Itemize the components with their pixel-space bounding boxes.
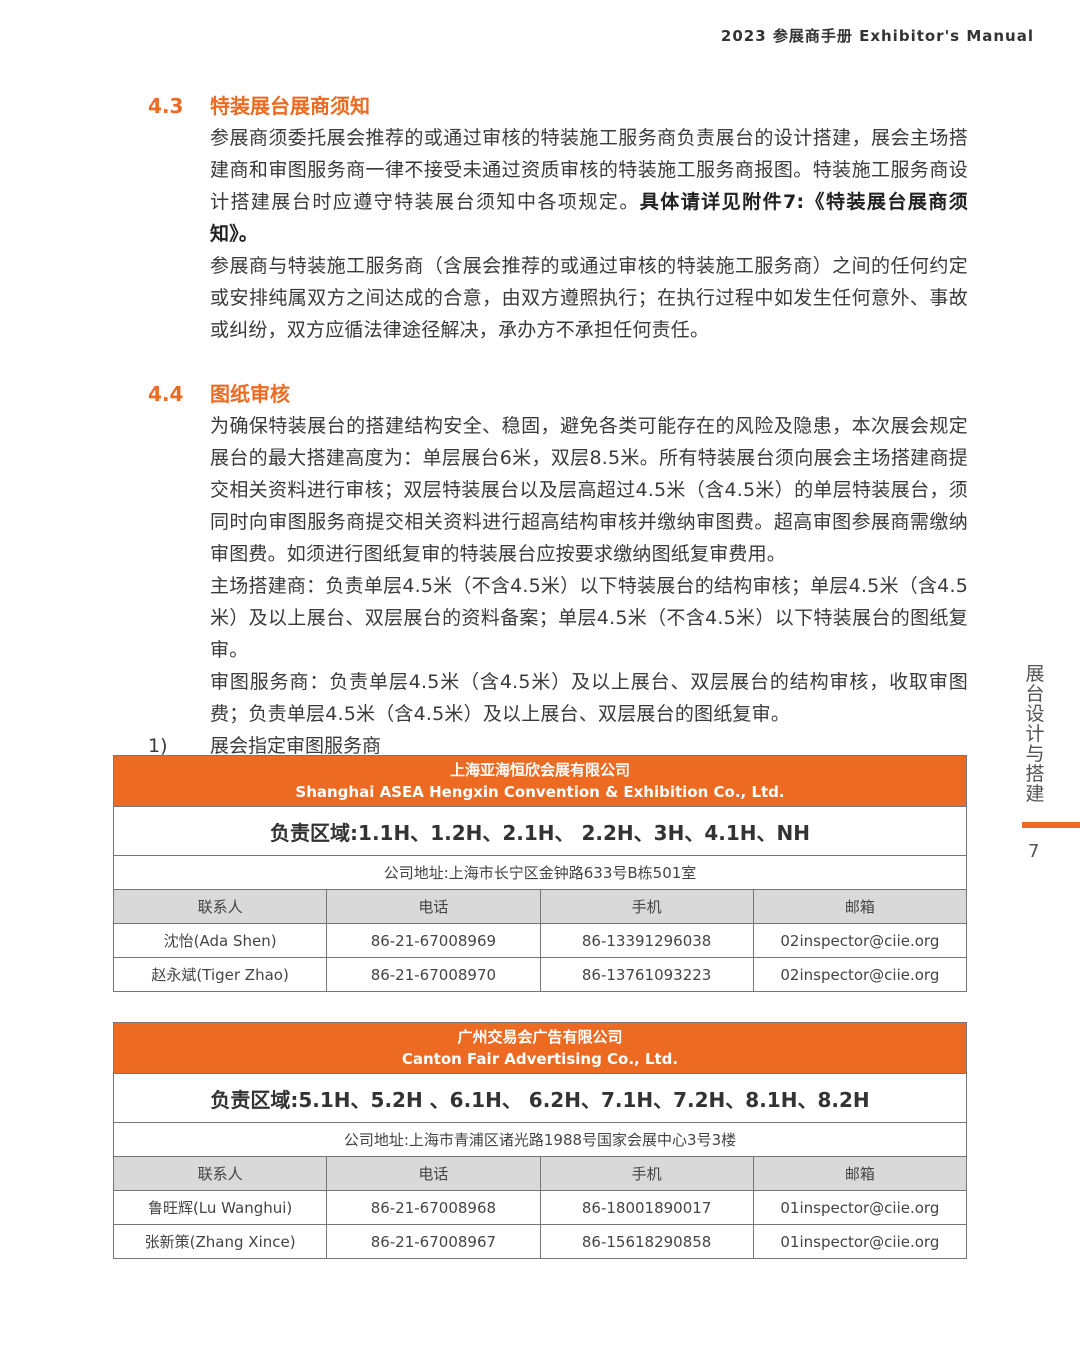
company-address: 公司地址:上海市青浦区诸光路1988号国家会展中心3号3楼 — [113, 1122, 967, 1157]
responsible-zone: 负责区域:5.1H、5.2H 、6.1H、 6.2H、7.1H、7.2H、8.1… — [113, 1073, 967, 1123]
paragraph: 参展商与特装施工服务商（含展会推荐的或通过审核的特装施工服务商）之间的任何约定或… — [210, 255, 968, 341]
table-cell: 86-21-67008968 — [326, 1190, 541, 1225]
section-title: 特装展台展商须知 — [210, 94, 370, 118]
table-cell: 86-13391296038 — [539, 923, 754, 958]
section-number: 4.3 — [148, 94, 184, 118]
company-address: 公司地址:上海市长宁区金钟路633号B栋501室 — [113, 855, 967, 890]
table-cell: 赵永斌(Tiger Zhao) — [112, 957, 328, 992]
paragraph: 审图服务商：负责单层4.5米（含4.5米）及以上展台、双层展台的结构审核，收取审… — [210, 671, 968, 725]
column-header: 邮箱 — [752, 889, 968, 924]
table-cell: 86-13761093223 — [539, 957, 754, 992]
paragraph: 参展商须委托展会推荐的或通过审核的特装施工服务商负责展台的设计搭建，展会主场搭建… — [210, 122, 968, 250]
table-cell: 02inspector@ciie.org — [752, 923, 968, 958]
inspector-table-2: 广州交易会广告有限公司 Canton Fair Advertising Co., … — [112, 1022, 968, 1259]
table-cell: 张新策(Zhang Xince) — [112, 1224, 328, 1259]
table-cell: 01inspector@ciie.org — [752, 1224, 968, 1259]
company-name: 上海亚海恒欣会展有限公司 Shanghai ASEA Hengxin Conven… — [113, 755, 967, 807]
company-name-cn: 广州交易会广告有限公司 — [457, 1028, 623, 1046]
company-name-en: Shanghai ASEA Hengxin Convention & Exhib… — [295, 783, 785, 801]
running-header: 2023 参展商手册 Exhibitor's Manual — [720, 27, 1034, 45]
item-text: 展会指定审图服务商 — [210, 735, 382, 757]
table-cell: 86-21-67008970 — [326, 957, 541, 992]
inspector-table-1: 上海亚海恒欣会展有限公司 Shanghai ASEA Hengxin Conven… — [112, 755, 968, 992]
table-cell: 86-15618290858 — [539, 1224, 754, 1259]
paragraph: 主场搭建商：负责单层4.5米（不含4.5米）以下特装展台的结构审核；单层4.5米… — [210, 575, 968, 661]
column-header: 手机 — [539, 1156, 754, 1191]
column-header: 联系人 — [112, 1156, 328, 1191]
table-cell: 86-18001890017 — [539, 1190, 754, 1225]
item-number: 1) — [148, 735, 168, 757]
company-name-cn: 上海亚海恒欣会展有限公司 — [449, 761, 630, 779]
column-header: 电话 — [326, 1156, 541, 1191]
column-header: 邮箱 — [752, 1156, 968, 1191]
table-cell: 02inspector@ciie.org — [752, 957, 968, 992]
table-row: 赵永斌(Tiger Zhao) 86-21-67008970 86-13761093… — [112, 957, 968, 992]
column-header: 手机 — [539, 889, 754, 924]
page-number: 7 — [1028, 841, 1040, 862]
section-number: 4.4 — [148, 382, 184, 406]
responsible-zone: 负责区域:1.1H、1.2H、2.1H、 2.2H、3H、4.1H、NH — [113, 806, 967, 856]
table-cell: 沈怡(Ada Shen) — [112, 923, 328, 958]
table-row: 沈怡(Ada Shen) 86-21-67008969 86-13391296038… — [112, 923, 968, 958]
table-cell: 01inspector@ciie.org — [752, 1190, 968, 1225]
section-4-3: 4.3 特装展台展商须知 参展商须委托展会推荐的或通过审核的特装施工服务商负责展台… — [148, 90, 968, 346]
bold-reference: 具体请详见附件7:《特装展台展商须知》。 — [210, 191, 968, 245]
company-name-en: Canton Fair Advertising Co., Ltd. — [401, 1050, 679, 1068]
company-name: 广州交易会广告有限公司 Canton Fair Advertising Co., … — [113, 1022, 967, 1074]
paragraph-text: 参展商须委托展会推荐的或通过审核的特装施工服务商负责展台的设计搭建，展会主场搭建… — [210, 127, 968, 213]
paragraph: 为确保特装展台的搭建结构安全、稳固，避免各类可能存在的风险及隐患，本次展会规定展… — [210, 415, 968, 565]
chapter-marker — [1022, 822, 1080, 828]
column-header: 电话 — [326, 889, 541, 924]
section-title: 图纸审核 — [210, 382, 290, 406]
table-row: 张新策(Zhang Xince) 86-21-67008967 86-1561829… — [112, 1224, 968, 1259]
table-cell: 鲁旺辉(Lu Wanghui) — [112, 1190, 328, 1225]
table-cell: 86-21-67008969 — [326, 923, 541, 958]
section-4-4: 4.4 图纸审核 为确保特装展台的搭建结构安全、稳固，避免各类可能存在的风险及隐患… — [148, 378, 968, 762]
column-header: 联系人 — [112, 889, 328, 924]
chapter-tab: 展台设计与搭建 — [1025, 663, 1045, 805]
table-row: 鲁旺辉(Lu Wanghui) 86-21-67008968 86-18001890… — [112, 1190, 968, 1225]
table-cell: 86-21-67008967 — [326, 1224, 541, 1259]
